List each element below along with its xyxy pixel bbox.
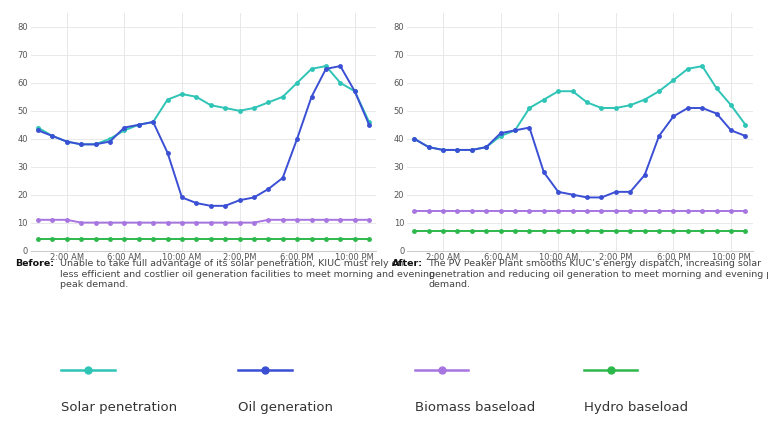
Text: Biomass baseload: Biomass baseload: [415, 401, 535, 414]
Text: Solar penetration: Solar penetration: [61, 401, 177, 414]
Text: Oil generation: Oil generation: [238, 401, 333, 414]
Text: After:: After:: [392, 259, 422, 268]
Text: The PV Peaker Plant smooths KIUC’s energy dispatch, increasing solar
penetration: The PV Peaker Plant smooths KIUC’s energ…: [429, 259, 768, 289]
Text: Unable to take full advantage of its solar penetration, KIUC must rely on
less e: Unable to take full advantage of its sol…: [60, 259, 435, 289]
Text: Hydro baseload: Hydro baseload: [584, 401, 688, 414]
Text: Before:: Before:: [15, 259, 55, 268]
